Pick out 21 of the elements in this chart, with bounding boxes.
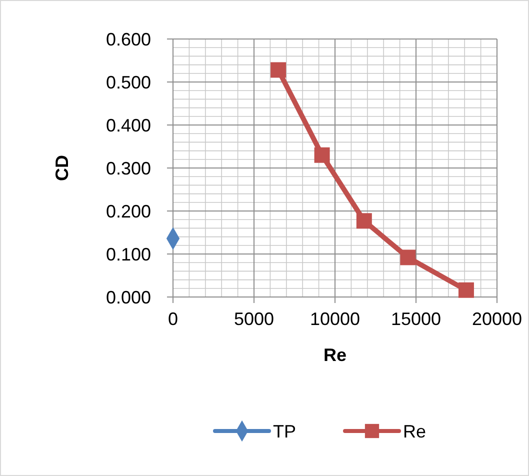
y-tick-label: 0.600 <box>106 29 151 50</box>
y-tick-label: 0.500 <box>106 72 151 92</box>
legend-label: Re <box>403 421 426 442</box>
x-axis-title: Re <box>323 345 347 365</box>
point <box>356 213 372 229</box>
x-tick-label: 10000 <box>310 309 360 329</box>
x-tick-label: 0 <box>168 309 178 329</box>
point <box>270 62 286 78</box>
y-axis-title: CD <box>52 155 72 181</box>
y-tick-label: 0.100 <box>106 244 151 264</box>
point <box>400 250 416 266</box>
y-tick-label: 0.300 <box>106 158 151 178</box>
x-tick-label: 15000 <box>390 309 442 329</box>
legend-label: TP <box>273 421 296 442</box>
y-tick-label: 0.000 <box>106 287 151 308</box>
point <box>314 147 330 163</box>
y-tick-label: 0.400 <box>106 115 151 136</box>
y-tick-label: 0.200 <box>106 201 151 222</box>
point <box>458 282 474 298</box>
x-tick-label: 5000 <box>234 309 274 329</box>
x-tick-label: 20000 <box>472 309 522 329</box>
